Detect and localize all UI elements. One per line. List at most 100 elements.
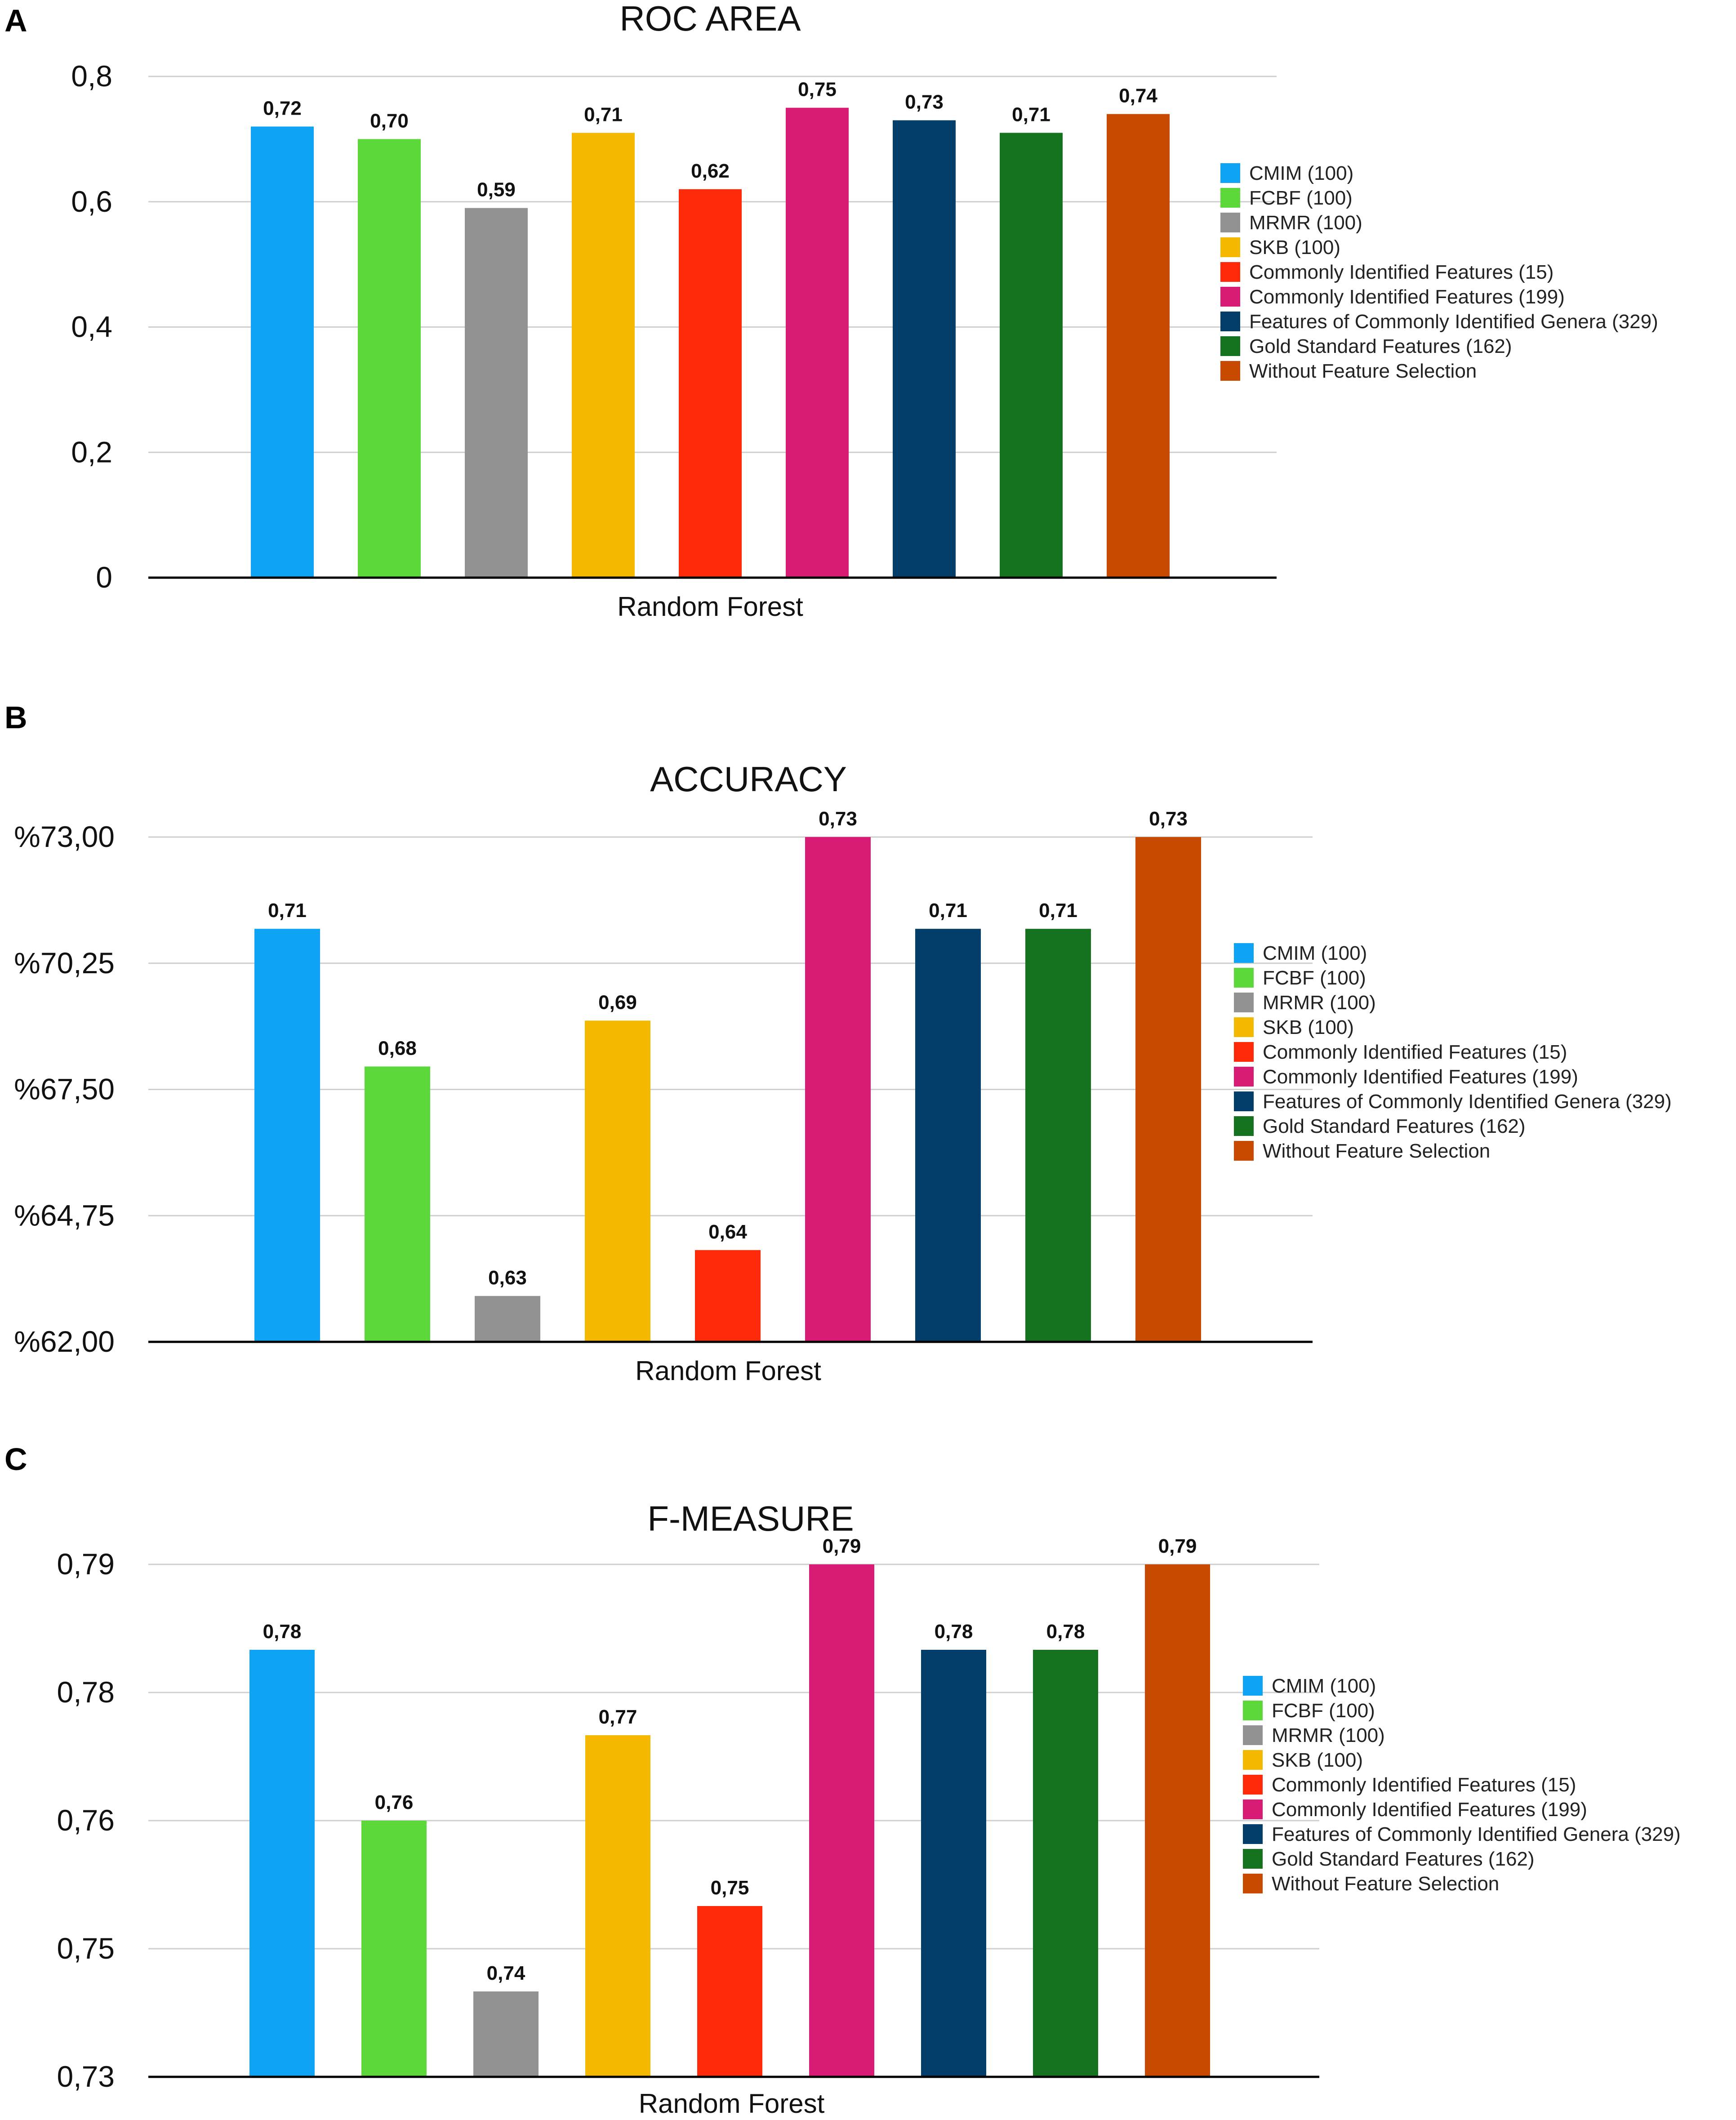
legend-swatch — [1220, 188, 1240, 208]
x-axis-label: Random Forest — [617, 592, 803, 622]
legend-item-label: Without Feature Selection — [1249, 360, 1477, 382]
legend-swatch — [1234, 1116, 1254, 1136]
y-tick-label: 0,8 — [71, 59, 112, 93]
y-tick-label: 0,76 — [57, 1804, 115, 1837]
legend-item-label: FCBF (100) — [1272, 1700, 1375, 1722]
legend-item-label: Features of Commonly Identified Genera (… — [1249, 311, 1658, 333]
y-tick-label: 0,79 — [57, 1547, 115, 1581]
data-label: 0,64 — [708, 1221, 747, 1243]
y-tick-label: 0,75 — [57, 1932, 115, 1965]
legend-item-label: CMIM (100) — [1263, 942, 1367, 964]
y-tick-label: %64,75 — [14, 1198, 115, 1232]
legend-item-label: Gold Standard Features (162) — [1272, 1848, 1535, 1870]
bar-2 — [358, 139, 421, 578]
data-label: 0,75 — [711, 1877, 749, 1899]
bar-5 — [697, 1906, 762, 2077]
legend-item-label: Commonly Identified Features (15) — [1263, 1041, 1567, 1063]
bar-2 — [361, 1821, 427, 2077]
chart-title: ACCURACY — [650, 759, 847, 799]
data-label: 0,71 — [584, 103, 623, 125]
legend-item-label: Gold Standard Features (162) — [1249, 335, 1512, 357]
y-tick-label: 0 — [96, 561, 112, 594]
bar-1 — [254, 929, 320, 1342]
legend-swatch — [1243, 1824, 1263, 1844]
legend-swatch — [1243, 1725, 1263, 1745]
data-label: 0,77 — [599, 1706, 637, 1728]
legend-item-label: Commonly Identified Features (15) — [1249, 261, 1553, 283]
y-tick-label: 0,4 — [71, 310, 112, 343]
legend-swatch — [1234, 943, 1254, 963]
bar-4 — [572, 133, 635, 578]
data-label: 0,75 — [798, 79, 837, 101]
legend-item-label: MRMR (100) — [1249, 212, 1362, 234]
legend-item-label: Without Feature Selection — [1272, 1873, 1499, 1895]
panel-letter: A — [4, 3, 27, 38]
legend-swatch — [1234, 1042, 1254, 1062]
bar-2 — [365, 1066, 430, 1342]
data-label: 0,74 — [1119, 85, 1157, 107]
chart-c: C F-MEASURE 0,73 0,75 0,76 0,78 0,79 0,78 0,76 0,… — [4, 1442, 1681, 2119]
legend-swatch — [1220, 336, 1240, 356]
data-label: 0,73 — [819, 808, 857, 830]
data-label: 0,73 — [905, 91, 944, 113]
legend-item-label: MRMR (100) — [1272, 1724, 1385, 1746]
bar-3 — [473, 1991, 539, 2077]
bar-8 — [1033, 1650, 1098, 2077]
bar-7 — [893, 120, 956, 578]
legend-swatch — [1234, 993, 1254, 1012]
bar-5 — [695, 1250, 761, 1342]
y-tick-label: %70,25 — [14, 946, 115, 980]
data-label: 0,62 — [691, 160, 730, 182]
bar-7 — [915, 929, 981, 1342]
y-tick-label: 0,2 — [71, 435, 112, 468]
legend-swatch — [1234, 968, 1254, 988]
legend-item-label: SKB (100) — [1272, 1749, 1363, 1771]
legend-swatch — [1220, 237, 1240, 257]
bar-1 — [249, 1650, 315, 2077]
data-label: 0,71 — [929, 900, 967, 922]
data-label: 0,63 — [488, 1267, 527, 1289]
data-label: 0,72 — [263, 98, 302, 120]
x-axis-label: Random Forest — [639, 2089, 825, 2119]
legend-item-label: FCBF (100) — [1263, 967, 1366, 989]
data-label: 0,71 — [268, 900, 307, 922]
legend-swatch — [1220, 287, 1240, 307]
legend-item-label: Commonly Identified Features (15) — [1272, 1774, 1576, 1796]
y-tick-label: 0,78 — [57, 1675, 115, 1709]
legend-swatch — [1243, 1701, 1263, 1720]
data-label: 0,59 — [477, 179, 516, 201]
y-tick-label: 0,73 — [57, 2060, 115, 2093]
data-label: 0,78 — [263, 1621, 302, 1643]
data-label: 0,68 — [378, 1037, 417, 1059]
chart-b: B ACCURACY %62,00 %64,75 %67,50 %70,25 %73,00 0… — [4, 700, 1672, 1386]
data-label: 0,76 — [375, 1791, 414, 1813]
legend-item-label: SKB (100) — [1249, 236, 1340, 258]
legend-item-label: CMIM (100) — [1272, 1675, 1376, 1697]
bar-8 — [1000, 133, 1063, 578]
x-axis-label: Random Forest — [635, 1356, 821, 1386]
data-label: 0,70 — [370, 110, 409, 132]
legend-item-label: Commonly Identified Features (199) — [1272, 1799, 1587, 1821]
legend-swatch — [1220, 213, 1240, 232]
chart-a: A ROC AREA 0 0,2 0,4 0,6 0,8 0,72 0,70 0,59 0,71 0,… — [4, 0, 1658, 622]
data-label: 0,69 — [598, 991, 637, 1013]
legend-swatch — [1220, 262, 1240, 282]
panel-c: C F-MEASURE 0,73 0,75 0,76 0,78 0,79 0,78 0,76 0,… — [0, 1430, 1736, 2120]
bar-7 — [921, 1650, 986, 2077]
data-label: 0,78 — [1046, 1621, 1085, 1643]
bar-4 — [585, 1020, 650, 1342]
data-label: 0,79 — [1158, 1535, 1197, 1557]
legend-item-label: SKB (100) — [1263, 1016, 1354, 1038]
bar-4 — [585, 1735, 650, 2077]
bar-6 — [809, 1564, 874, 2077]
legend-swatch — [1220, 361, 1240, 381]
legend-swatch — [1220, 163, 1240, 183]
panel-a: A ROC AREA 0 0,2 0,4 0,6 0,8 0,72 0,70 0,59 0,71 0,… — [0, 0, 1736, 674]
y-tick-label: %73,00 — [14, 820, 115, 853]
legend-swatch — [1243, 1874, 1263, 1893]
data-label: 0,79 — [823, 1535, 861, 1557]
bar-3 — [475, 1296, 540, 1342]
legend-swatch — [1234, 1141, 1254, 1161]
legend-item-label: Without Feature Selection — [1263, 1140, 1490, 1162]
legend-item-label: Features of Commonly Identified Genera (… — [1263, 1091, 1672, 1113]
